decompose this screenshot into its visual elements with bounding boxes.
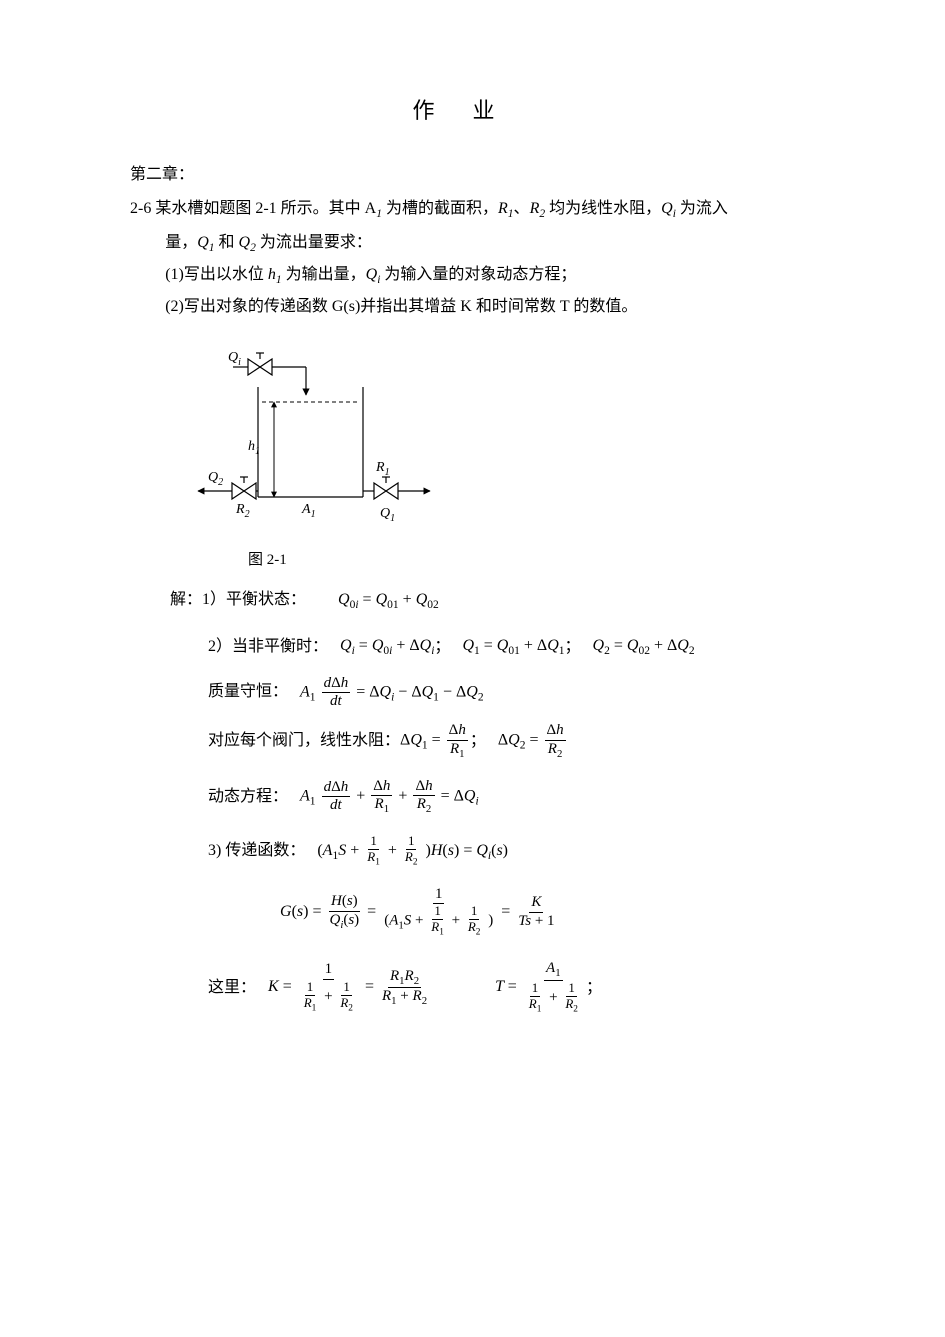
label: 动态方程：	[208, 782, 288, 812]
eq2a: Qi = Q0i + ΔQi	[340, 631, 434, 663]
problem-body: 量，Q1 和 Q2 为流出量要求： (1)写出以水位 h1 为输出量，Qi 为输…	[130, 228, 815, 323]
here-line: 这里： K = 1 1R1 + 1R2 = R1R2 R1 + R2	[208, 960, 815, 1015]
stem-text: 为槽的截面积，	[382, 200, 498, 217]
fig-Qi: Q	[228, 350, 238, 365]
label: 对应每个阀门，线性水阻：	[208, 726, 400, 756]
stem-text: 均为线性水阻，	[545, 200, 661, 217]
text: 为流出量要求：	[256, 234, 372, 251]
text: 为输出量，	[282, 266, 366, 283]
tf-eq1: (A1S + 1R1 + 1R2 )H(s) = Qi(s)	[317, 834, 508, 868]
text: 量，	[165, 234, 197, 251]
text: 为输入量的对象动态方程；	[380, 266, 576, 283]
valve-eq2: ΔQ2 = ΔhR2	[498, 722, 568, 760]
label: 质量守恒：	[208, 677, 288, 707]
transfer-fn-2: G(s) = H(s)Qi(s) = 1 (A1S + 1R1 + 1R2 ) …	[280, 886, 815, 939]
problem-stem-line2: 量，Q1 和 Q2 为流出量要求：	[165, 228, 815, 260]
svg-text:A1: A1	[301, 502, 316, 520]
fig-R2-sub: 2	[245, 509, 250, 520]
Qi: Q	[366, 266, 378, 283]
fig-Q2-sub: 2	[218, 477, 223, 488]
fig-Qi-sub: i	[238, 357, 241, 368]
trailing-semi: ；	[586, 973, 602, 1003]
mass-eq: A1 dΔhdt = ΔQi − ΔQ1 − ΔQ2	[300, 675, 484, 711]
fig-h1: h	[248, 439, 255, 454]
valve-line: 对应每个阀门，线性水阻： ΔQ1 = ΔhR1 ； ΔQ2 = ΔhR2	[208, 722, 815, 760]
fig-R1: R	[375, 460, 385, 475]
figure-caption: 图 2-1	[248, 546, 815, 575]
svg-text:Qi: Qi	[228, 350, 241, 368]
stem-text: 某水槽如题图 2-1 所示。其中 A	[155, 200, 376, 217]
eq2c: Q2 = Q02 + ΔQ2	[593, 631, 695, 663]
problem-part1: (1)写出以水位 h1 为输出量，Qi 为输入量的对象动态方程；	[165, 260, 815, 292]
transfer-fn-1: 3) 传递函数： (A1S + 1R1 + 1R2 )H(s) = Qi(s)	[208, 834, 815, 868]
T-eq: T = A1 1R1 + 1R2	[495, 960, 586, 1015]
page-title: 作业	[130, 90, 815, 132]
label: 2）当非平衡时：	[208, 632, 328, 662]
punct: 、	[514, 200, 530, 217]
fig-A1: A	[301, 502, 311, 517]
text: 和	[215, 234, 239, 251]
tank-diagram: h1 Qi Q2 R2	[178, 347, 438, 527]
label: 解：1）平衡状态：	[170, 585, 306, 615]
problem-number: 2-6	[130, 200, 151, 217]
sol-step1: 解：1）平衡状态： Q0i = Q01 + Q02	[170, 585, 815, 617]
fig-Q1: Q	[380, 506, 390, 521]
Q1: Q	[197, 234, 209, 251]
svg-text:Q2: Q2	[208, 470, 223, 488]
eq2b: Q1 = Q01 + ΔQ1	[462, 631, 564, 663]
page-root: 作业 第二章： 2-6 某水槽如题图 2-1 所示。其中 A1 为槽的截面积，R…	[0, 0, 945, 1119]
K-eq: K = 1 1R1 + 1R2 = R1R2 R1 + R2	[268, 961, 431, 1014]
mass-conserve: 质量守恒： A1 dΔhdt = ΔQi − ΔQ1 − ΔQ2	[208, 675, 815, 711]
label: 这里：	[208, 973, 256, 1003]
eq-balance: Q0i = Q01 + Q02	[338, 585, 439, 617]
figure-2-1: h1 Qi Q2 R2	[178, 347, 815, 575]
R1: R	[498, 200, 508, 217]
fig-R1-sub: 1	[385, 467, 390, 478]
dynamic-eq: 动态方程： A1 dΔhdt + ΔhR1 + ΔhR2 = ΔQi	[208, 778, 815, 816]
chapter-heading: 第二章：	[130, 160, 815, 190]
R2: R	[530, 200, 540, 217]
solution: 解：1）平衡状态： Q0i = Q01 + Q02 2）当非平衡时： Qi = …	[130, 585, 815, 1015]
sol-step2: 2）当非平衡时： Qi = Q0i + ΔQi ； Q1 = Q01 + ΔQ1…	[208, 631, 815, 663]
h1: h	[268, 266, 276, 283]
label: 3) 传递函数：	[208, 836, 305, 866]
fig-R2: R	[235, 502, 245, 517]
fig-A1-sub: 1	[311, 509, 316, 520]
problem-part2: (2)写出对象的传递函数 G(s)并指出其增益 K 和时间常数 T 的数值。	[165, 292, 815, 322]
fig-Q2: Q	[208, 470, 218, 485]
Q2: Q	[239, 234, 251, 251]
stem-text: 为流入	[676, 200, 728, 217]
svg-text:R2: R2	[235, 502, 250, 520]
text: (1)写出以水位	[165, 266, 268, 283]
svg-text:Q1: Q1	[380, 506, 395, 524]
fig-Q1-sub: 1	[390, 513, 395, 524]
svg-text:R1: R1	[375, 460, 390, 478]
Qi: Q	[661, 200, 673, 217]
problem-stem-line1: 2-6 某水槽如题图 2-1 所示。其中 A1 为槽的截面积，R1、R2 均为线…	[130, 194, 815, 226]
valve-eq1: ΔQ1 = ΔhR1	[400, 722, 470, 760]
fig-h1-sub: 1	[255, 446, 260, 457]
dyn-eq: A1 dΔhdt + ΔhR1 + ΔhR2 = ΔQi	[300, 778, 479, 816]
tf-eq2: G(s) = H(s)Qi(s) = 1 (A1S + 1R1 + 1R2 ) …	[280, 886, 559, 939]
